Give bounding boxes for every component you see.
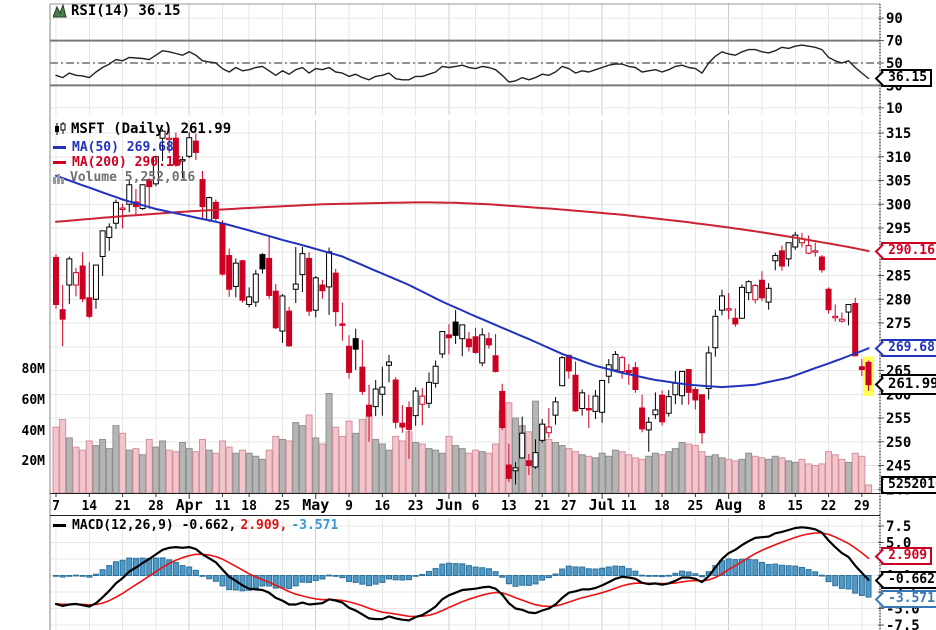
svg-text:10: 10	[886, 101, 903, 117]
volume-axis-60m: 60M	[21, 393, 45, 408]
svg-text:280: 280	[886, 292, 911, 308]
svg-text:18: 18	[241, 499, 257, 514]
svg-text:25: 25	[688, 499, 704, 514]
svg-text:7.5: 7.5	[886, 519, 911, 535]
volume-axis-80m: 80M	[21, 362, 45, 377]
candlestick-series	[53, 128, 872, 485]
svg-text:7: 7	[52, 499, 60, 514]
svg-text:11: 11	[621, 499, 637, 514]
last-price-callout: 261.99	[881, 374, 936, 395]
svg-text:70: 70	[886, 34, 903, 50]
volume-axis-20m: 20M	[21, 454, 45, 469]
svg-text:275: 275	[886, 316, 911, 332]
svg-text:22: 22	[821, 499, 837, 514]
svg-text:Jun: Jun	[435, 496, 462, 514]
svg-text:295: 295	[886, 221, 911, 237]
svg-text:Apr: Apr	[176, 496, 203, 514]
volume-axis-40m: 40M	[21, 424, 45, 439]
rsi-line	[55, 44, 870, 83]
svg-text:Aug: Aug	[715, 496, 742, 514]
macd-line	[54, 526, 870, 622]
svg-text:13: 13	[501, 499, 517, 514]
svg-text:21: 21	[115, 499, 131, 514]
svg-text:9: 9	[345, 499, 353, 514]
svg-text:-7.5: -7.5	[886, 618, 920, 630]
svg-text:250: 250	[886, 435, 911, 451]
svg-text:29: 29	[854, 499, 870, 514]
svg-text:300: 300	[886, 197, 911, 213]
svg-text:255: 255	[886, 411, 911, 427]
gridlines	[50, 4, 880, 630]
svg-text:50: 50	[886, 56, 903, 72]
svg-text:28: 28	[148, 499, 164, 514]
volume-bars	[52, 393, 873, 494]
svg-text:18: 18	[654, 499, 670, 514]
right-axis-labels: 9070503010315310305300295290285280275270…	[878, 11, 920, 630]
ma50-line	[55, 174, 870, 389]
svg-text:27: 27	[561, 499, 577, 514]
svg-text:315: 315	[886, 126, 911, 142]
svg-text:285: 285	[886, 269, 911, 285]
volume-value-callout: 5252016	[881, 476, 936, 494]
svg-text:11: 11	[215, 499, 231, 514]
svg-text:15: 15	[787, 499, 803, 514]
ma200-value-callout: 290.16	[881, 242, 936, 260]
ma200-line	[55, 201, 870, 252]
date-axis: 7 14 21 28 Apr 11 18 25 May 9 16 23 Jun 6 13 21 27 Jul 11 1…	[52, 494, 870, 514]
panel-borders	[49, 3, 881, 630]
svg-text:310: 310	[886, 150, 911, 166]
svg-text:Jul: Jul	[589, 496, 616, 514]
macd-signal-callout: 2.909	[881, 547, 933, 565]
svg-text:245: 245	[886, 459, 911, 475]
svg-text:23: 23	[408, 499, 424, 514]
svg-text:90: 90	[886, 11, 903, 27]
rsi-value-callout: 36.15	[881, 69, 933, 87]
macd-signal-line	[55, 532, 870, 618]
svg-text:14: 14	[81, 499, 97, 514]
svg-text:6: 6	[472, 499, 480, 514]
macd-hist-callout: -3.571	[881, 590, 936, 608]
macd-line-callout: -0.662	[881, 571, 936, 589]
svg-text:25: 25	[275, 499, 291, 514]
svg-text:May: May	[302, 496, 329, 514]
svg-text:16: 16	[375, 499, 391, 514]
svg-text:21: 21	[534, 499, 550, 514]
svg-text:8: 8	[758, 499, 766, 514]
svg-text:305: 305	[886, 174, 911, 190]
ma50-value-callout: 269.68	[881, 339, 936, 357]
